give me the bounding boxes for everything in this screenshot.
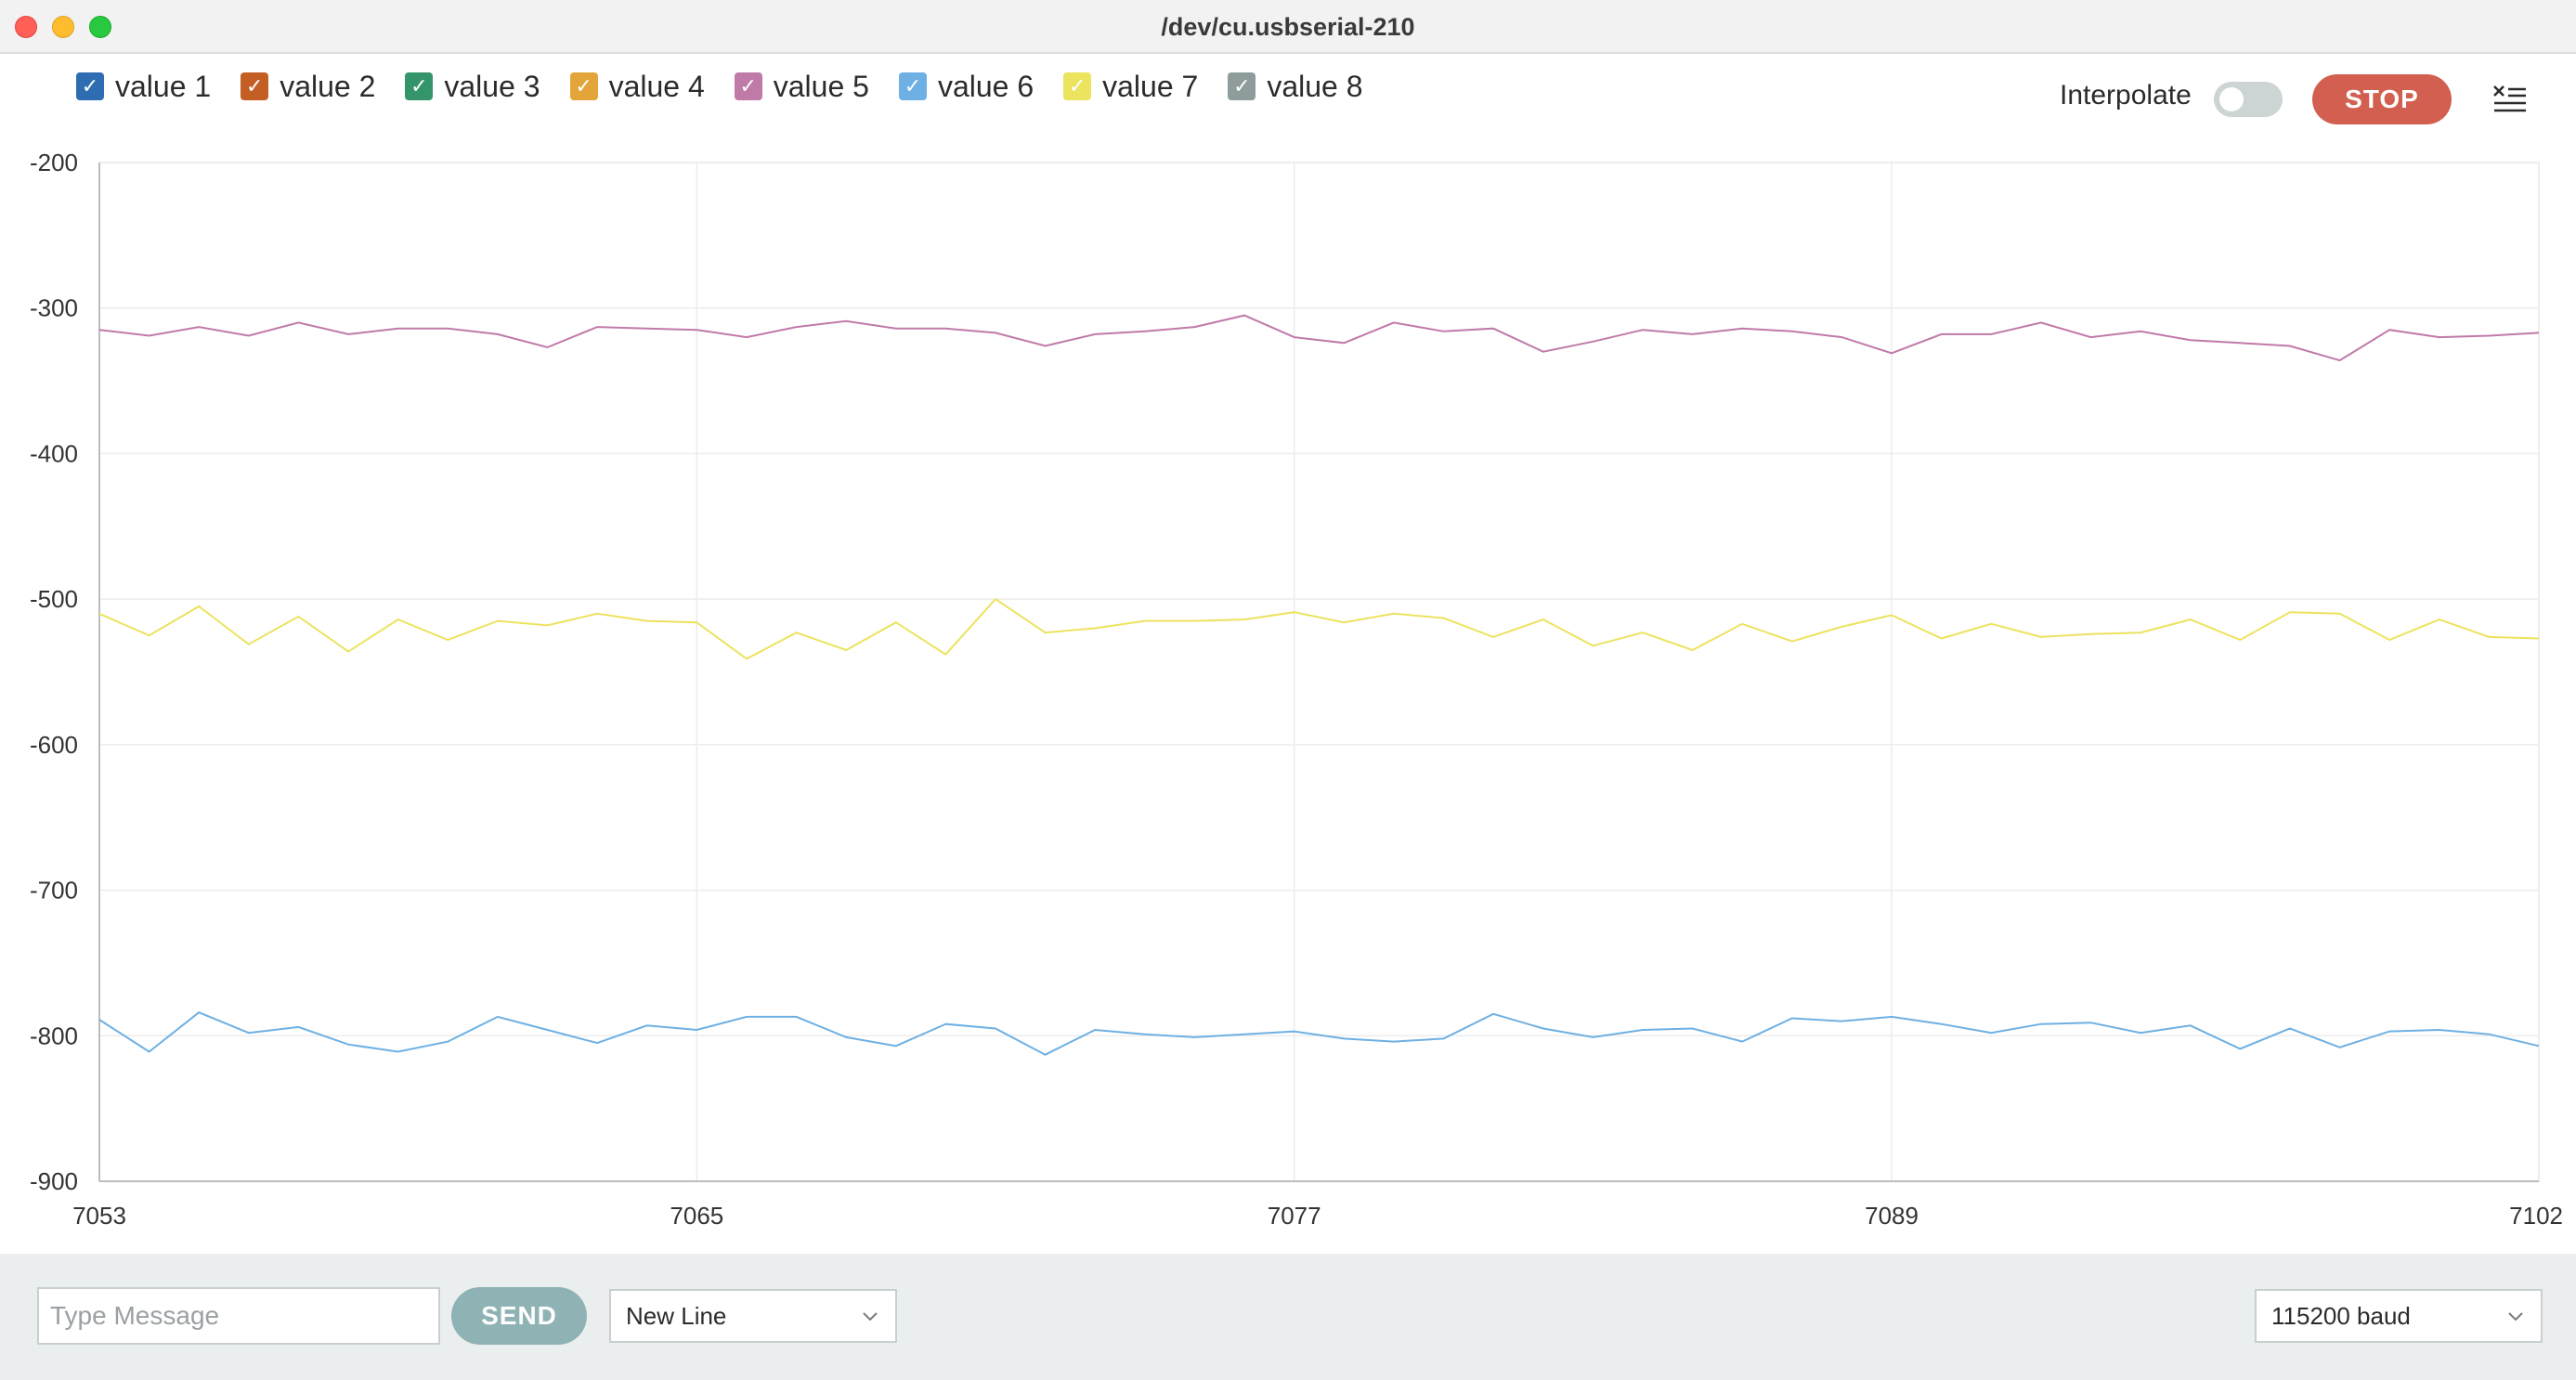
chevron-down-icon [2508,1312,2523,1321]
legend-item-4[interactable]: ✓ value 4 [569,69,705,104]
series-line-value-5 [98,314,2540,362]
legend-label: value 7 [1102,69,1199,103]
legend-item-8[interactable]: ✓ value 8 [1228,69,1363,104]
window-maximize-button[interactable] [89,16,111,38]
legend-item-3[interactable]: ✓ value 3 [405,70,540,104]
y-tick-label: -200 [30,149,78,176]
legend-label: value 4 [608,69,705,103]
interpolate-label: Interpolate [2060,80,2192,111]
y-tick-label: -900 [30,1167,78,1195]
message-input[interactable] [37,1287,440,1345]
line-ending-value: New Line [626,1302,727,1330]
x-tick-label: 7089 [1865,1202,1919,1230]
x-tick-label: 7077 [1268,1202,1321,1230]
title-bar: /dev/cu.usbserial-210 [0,0,2576,54]
series-checkbox[interactable]: ✓ [241,72,269,100]
send-button[interactable]: SEND [451,1287,587,1345]
series-checkbox[interactable]: ✓ [1228,72,1256,100]
legend-item-1[interactable]: ✓ value 1 [76,70,211,104]
legend-label: value 2 [280,69,376,103]
legend-item-5[interactable]: ✓ value 5 [734,69,869,104]
window-title: /dev/cu.usbserial-210 [1161,13,1415,41]
legend-item-2[interactable]: ✓ value 2 [241,70,375,104]
y-tick-label: -400 [30,439,78,467]
clear-output-icon[interactable] [2492,82,2528,117]
x-tick-label: 7053 [72,1202,126,1230]
series-checkbox[interactable]: ✓ [405,72,434,100]
series-line-value-6 [98,1011,2540,1056]
baud-rate-select[interactable]: 115200 baud [2255,1289,2543,1343]
baud-rate-value: 115200 baud [2271,1302,2411,1330]
toggle-knob [2219,87,2244,111]
message-bar: SEND New Line 115200 baud [0,1254,2576,1380]
legend-label: value 6 [937,69,1034,103]
series-checkbox[interactable]: ✓ [734,72,762,100]
legend-item-6[interactable]: ✓ value 6 [898,69,1034,104]
x-tick-label: 7102 [2509,1202,2563,1230]
legend-label: value 8 [1267,69,1363,103]
y-tick-label: -300 [30,294,78,322]
series-checkbox[interactable]: ✓ [569,72,598,100]
legend-label: value 5 [773,69,869,103]
y-tick-label: -500 [30,585,78,613]
legend-item-7[interactable]: ✓ value 7 [1063,70,1198,104]
series-line-value-7 [98,597,2540,660]
legend-label: value 3 [444,69,540,103]
window-minimize-button[interactable] [52,16,74,38]
series-checkbox[interactable]: ✓ [1063,72,1092,100]
series-checkbox[interactable]: ✓ [898,72,927,100]
x-tick-label: 7065 [670,1202,723,1230]
window-close-button[interactable] [15,16,37,38]
chevron-down-icon [863,1312,878,1321]
interpolate-toggle[interactable] [2214,82,2283,117]
y-tick-label: -600 [30,731,78,759]
legend-label: value 1 [115,69,212,103]
series-checkbox[interactable]: ✓ [76,72,104,100]
serial-plot: -200 -300 -400 -500 -600 -700 -800 -900 7053 7065… [30,149,2563,1230]
stop-button[interactable]: STOP [2312,74,2452,124]
series-legend: ✓ value 1 ✓ value 2 ✓ value 3 ✓ value 4 ✓ value 5… [76,65,1393,108]
y-tick-label: -700 [30,877,78,905]
y-tick-label: -800 [30,1022,78,1049]
line-ending-select[interactable]: New Line [609,1289,897,1343]
